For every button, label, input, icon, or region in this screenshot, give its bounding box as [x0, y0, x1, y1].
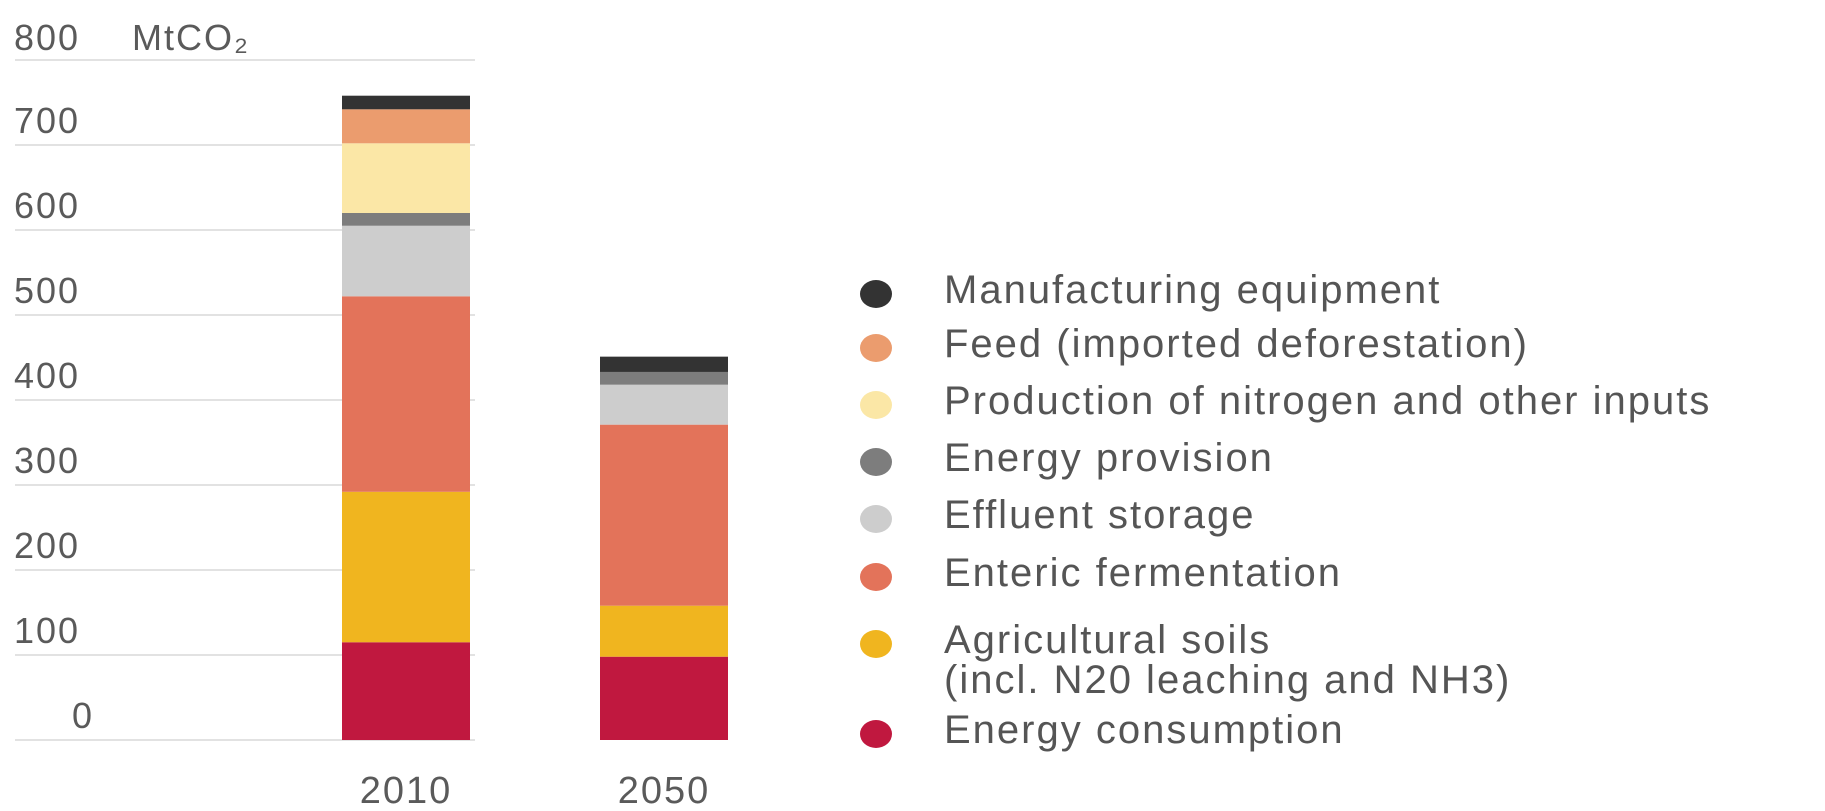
bar-segment [342, 296, 470, 492]
bar-segment [600, 356, 728, 372]
y-tick-label: 200 [14, 525, 80, 566]
legend-swatch [860, 334, 892, 362]
legend-item: Energy consumption [860, 710, 1345, 750]
bar-segment [342, 213, 470, 226]
bar-segment [342, 491, 470, 643]
legend-swatch [860, 391, 892, 419]
legend-label: Production of nitrogen and other inputs [944, 379, 1712, 423]
y-tick-label: 700 [14, 100, 80, 141]
bar-segment [600, 424, 728, 606]
legend-item: Effluent storage [860, 495, 1255, 535]
legend-label: Feed (imported deforestation) [944, 322, 1529, 366]
legend-label: Agricultural soils (incl. N20 leaching a… [944, 618, 1512, 702]
legend-item: Production of nitrogen and other inputs [860, 381, 1711, 421]
y-tick-label: 300 [14, 440, 80, 481]
legend-swatch [860, 448, 892, 476]
y-tick-label: 500 [14, 270, 80, 311]
bar-segment [342, 225, 470, 297]
x-category-label: 2010 [360, 770, 453, 811]
legend-label: Energy provision [944, 436, 1274, 480]
legend-item: Energy provision [860, 438, 1274, 478]
legend-item: Enteric fermentation [860, 553, 1342, 593]
y-tick-label: 0 [72, 695, 94, 736]
legend-item: Feed (imported deforestation) [860, 324, 1529, 364]
legend-swatch [860, 280, 892, 308]
legend-label: Effluent storage [944, 493, 1256, 537]
bar-segment [600, 605, 728, 657]
y-tick-label: 400 [14, 355, 80, 396]
bar-segment [600, 384, 728, 425]
bars [342, 95, 728, 740]
bar-segment [600, 656, 728, 740]
grid-lines [15, 59, 475, 741]
legend-swatch [860, 505, 892, 533]
y-axis-tick-labels: 0 100 200 300 400 500 600 700 800 [14, 17, 94, 736]
legend-swatch [860, 563, 892, 591]
legend-label: Energy consumption [944, 708, 1345, 752]
bar-segment [342, 143, 470, 213]
legend-item: Manufacturing equipment [860, 270, 1441, 310]
legend-label: Enteric fermentation [944, 551, 1342, 595]
bar-segment [342, 109, 470, 144]
bar-segment [342, 642, 470, 740]
legend-swatch [860, 720, 892, 748]
bar-segment [342, 95, 470, 110]
x-category-label: 2050 [618, 770, 711, 811]
bar-segment [600, 371, 728, 385]
legend-swatch [860, 630, 892, 658]
y-tick-label: 600 [14, 185, 80, 226]
y-axis-unit-label: MtCO₂ [132, 17, 250, 58]
legend-label: Manufacturing equipment [944, 268, 1442, 312]
y-tick-label: 800 [14, 17, 80, 58]
y-tick-label: 100 [14, 610, 80, 651]
legend-item: Agricultural soils (incl. N20 leaching a… [860, 620, 1511, 700]
x-axis-category-labels: 2010 2050 [360, 770, 711, 811]
